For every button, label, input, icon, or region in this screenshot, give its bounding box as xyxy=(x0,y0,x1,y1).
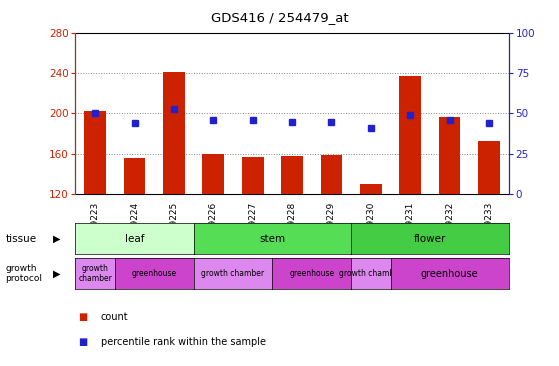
Text: greenhouse: greenhouse xyxy=(421,269,479,279)
Text: growth
chamber: growth chamber xyxy=(78,264,112,283)
Bar xyxy=(478,141,500,194)
Bar xyxy=(202,154,224,194)
Text: growth chamber: growth chamber xyxy=(339,269,402,278)
Bar xyxy=(84,112,106,194)
Bar xyxy=(163,72,185,194)
Bar xyxy=(360,184,382,194)
Text: GDS416 / 254479_at: GDS416 / 254479_at xyxy=(211,11,348,24)
Text: flower: flower xyxy=(414,234,446,244)
Bar xyxy=(124,158,145,194)
Text: count: count xyxy=(101,311,128,322)
Text: ▶: ▶ xyxy=(53,269,60,279)
Bar xyxy=(75,33,509,194)
Bar xyxy=(242,157,263,194)
Text: greenhouse: greenhouse xyxy=(132,269,177,278)
Text: leaf: leaf xyxy=(125,234,144,244)
Text: ■: ■ xyxy=(78,311,88,322)
Text: ■: ■ xyxy=(78,337,88,347)
Bar xyxy=(281,156,303,194)
Text: growth
protocol: growth protocol xyxy=(6,264,42,283)
Bar xyxy=(439,117,461,194)
Bar xyxy=(321,155,342,194)
Text: tissue: tissue xyxy=(6,234,37,244)
Text: growth chamber: growth chamber xyxy=(201,269,264,278)
Bar xyxy=(399,76,421,194)
Text: percentile rank within the sample: percentile rank within the sample xyxy=(101,337,266,347)
Text: ▶: ▶ xyxy=(53,234,60,244)
Text: greenhouse: greenhouse xyxy=(289,269,334,278)
Text: stem: stem xyxy=(259,234,286,244)
